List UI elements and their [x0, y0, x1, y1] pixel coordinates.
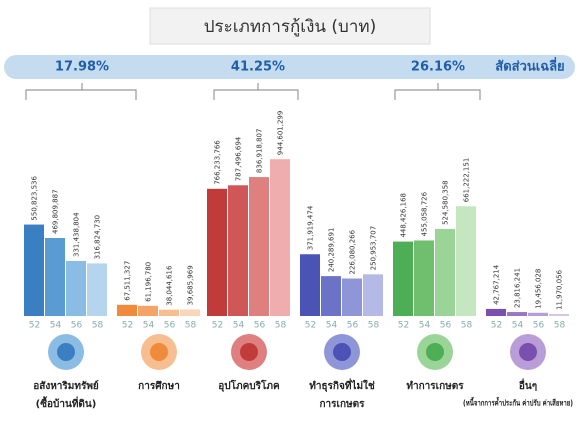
bar: [414, 240, 434, 316]
bar: [486, 308, 506, 316]
icon-inner: [426, 343, 444, 361]
year-label: 58: [185, 321, 197, 331]
icon-inner: [333, 343, 351, 361]
bar: [393, 241, 413, 316]
icon-inner: [519, 343, 537, 361]
year-label: 54: [233, 321, 245, 331]
year-label: 54: [143, 321, 155, 331]
bar: [300, 254, 320, 316]
bar: [24, 224, 44, 316]
year-label: 52: [398, 321, 409, 331]
year-label: 56: [71, 321, 83, 331]
value-label: 67,511,327: [124, 261, 132, 301]
bar: [66, 260, 86, 316]
bar: [270, 159, 290, 316]
category-label: อื่นๆ: [519, 378, 537, 392]
year-label: 58: [275, 321, 287, 331]
bar: [249, 177, 269, 316]
bar: [138, 305, 158, 316]
bar: [507, 312, 527, 316]
value-label: 42,767,214: [493, 264, 501, 305]
year-label: 54: [419, 321, 431, 331]
share-label: สัดส่วนเฉลี่ย: [495, 57, 564, 75]
value-label: 469,809,887: [52, 189, 60, 234]
value-label: 11,970,056: [556, 269, 564, 310]
value-label: 448,426,168: [400, 193, 408, 238]
title-box: [149, 7, 431, 45]
bar: [117, 304, 137, 316]
bar: [342, 278, 362, 316]
icon-inner: [150, 343, 168, 361]
value-label: 787,496,694: [235, 136, 243, 181]
value-label: 524,580,358: [442, 180, 450, 225]
icon-inner: [240, 343, 258, 361]
value-label: 23,816,241: [514, 268, 522, 308]
bar: [528, 312, 548, 316]
year-label: 58: [554, 321, 566, 331]
value-label: 39,685,969: [187, 265, 195, 305]
bar: [363, 274, 383, 316]
bar: [45, 238, 65, 316]
bar: [180, 309, 200, 316]
year-label: 56: [254, 321, 266, 331]
year-label: 56: [347, 321, 359, 331]
bar: [435, 228, 455, 316]
chart-title: ประเภทการกู้เงิน (บาท): [204, 17, 376, 37]
year-label: 54: [50, 321, 62, 331]
bar: [321, 276, 341, 316]
brackets: [25, 83, 481, 100]
bar: [549, 314, 569, 316]
bar: [228, 185, 248, 316]
icon-inner: [57, 343, 75, 361]
year-label: 58: [461, 321, 473, 331]
value-label: 250,953,707: [370, 226, 378, 271]
year-label: 52: [29, 321, 40, 331]
year-label: 52: [122, 321, 133, 331]
value-label: 661,222,151: [463, 158, 471, 203]
bar: [87, 263, 107, 316]
category-label: ทำธุรกิจที่ไม่ใช่: [309, 378, 375, 392]
year-label: 52: [212, 321, 223, 331]
value-label: 38,044,616: [166, 265, 174, 306]
value-label: 766,233,766: [214, 140, 222, 185]
value-label: 836,918,807: [256, 129, 264, 174]
category-note: (หนี้จากการค้ำประกัน ค่าปรับ ค่าเสียหาย): [463, 397, 573, 408]
year-label: 58: [92, 321, 104, 331]
value-label: 944,601,299: [277, 111, 285, 156]
year-label: 56: [533, 321, 545, 331]
year-label: 52: [491, 321, 502, 331]
value-label: 550,823,536: [31, 175, 39, 220]
value-label: 371,919,474: [307, 205, 315, 250]
bar: [159, 309, 179, 316]
value-label: 316,824,730: [94, 215, 102, 260]
value-label: 240,289,691: [328, 228, 336, 273]
year-label: 54: [326, 321, 338, 331]
year-label: 56: [440, 321, 452, 331]
value-label: 455,058,726: [421, 191, 429, 236]
category-label: อสังหาริมทรัพย์: [33, 380, 99, 392]
bar: [456, 206, 476, 316]
category-label: การศึกษา: [138, 380, 180, 392]
value-label: 61,196,780: [145, 262, 153, 302]
year-label: 56: [164, 321, 176, 331]
category-note: (ซื้อบ้านที่ดิน): [36, 396, 97, 410]
share: 17.98%: [55, 60, 109, 75]
category-note: การเกษตร: [320, 399, 366, 410]
category-label: อุปโภคบริโภค: [218, 379, 280, 392]
bar: [207, 188, 227, 316]
share: 26.16%: [411, 60, 465, 75]
share-band: [4, 55, 575, 79]
value-label: 19,456,028: [535, 269, 543, 309]
value-label: 331,438,804: [73, 212, 81, 257]
value-label: 226,080,266: [349, 229, 357, 274]
year-label: 54: [512, 321, 524, 331]
category-label: ทำการเกษตร: [406, 380, 464, 392]
year-label: 52: [305, 321, 316, 331]
share: 41.25%: [231, 60, 285, 75]
year-label: 58: [368, 321, 380, 331]
